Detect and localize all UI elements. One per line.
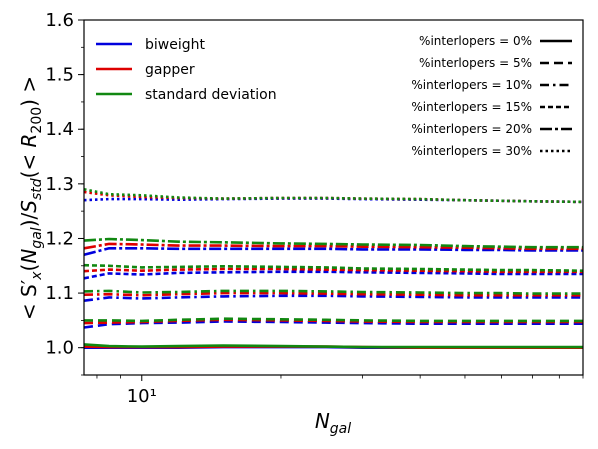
series-line-10pct-standard-deviation	[83, 289, 583, 295]
legend-estimators: biweight gapper standard deviation	[96, 37, 277, 103]
series-line-20pct-gapper	[83, 242, 583, 251]
legend-label-standard-deviation: standard deviation	[145, 87, 277, 103]
legend-interlopers: %interlopers = 0% %interlopers = 5% %inter…	[411, 34, 572, 158]
series-line-10pct-gapper	[83, 291, 583, 297]
y-tick-label: 1.1	[45, 283, 74, 304]
y-tick-label: 1.0	[45, 338, 74, 359]
plot-frame	[83, 19, 584, 376]
series-line-15pct-gapper	[83, 267, 583, 274]
legend-level-label: %interlopers = 0%	[419, 34, 532, 48]
y-axis-label: < S′x(Ngal)/Sstd(< R200) >	[17, 76, 45, 320]
x-axis-label: Ngal	[315, 409, 351, 437]
legend-level-label: %interlopers = 15%	[411, 100, 532, 114]
y-ticks: 1.0 1.1 1.2 1.3 1.4 1.5 1.6	[45, 10, 84, 376]
y-tick-label: 1.3	[45, 174, 74, 195]
series-line-15pct-biweight	[83, 270, 583, 280]
legend-level-label: %interlopers = 30%	[411, 144, 532, 158]
series-line-20pct-standard-deviation	[83, 237, 583, 249]
legend-label-biweight: biweight	[145, 37, 205, 53]
x-tick-label: 10¹	[127, 386, 157, 407]
series-line-10pct-biweight	[83, 294, 583, 302]
legend-level-label: %interlopers = 10%	[411, 78, 532, 92]
series-line-30pct-standard-deviation	[83, 188, 584, 204]
series-line-0pct-standard-deviation	[83, 343, 583, 349]
y-tick-label: 1.2	[45, 228, 74, 249]
y-tick-label: 1.5	[45, 65, 74, 86]
series-line-5pct-standard-deviation	[84, 317, 583, 323]
legend-level-label: %interlopers = 5%	[419, 56, 532, 70]
y-tick-label: 1.4	[45, 119, 74, 140]
legend-label-gapper: gapper	[145, 62, 195, 78]
series-line-15pct-standard-deviation	[83, 263, 584, 272]
y-tick-label: 1.6	[45, 10, 74, 31]
series-layer	[83, 188, 584, 350]
legend-level-label: %interlopers = 20%	[411, 122, 532, 136]
x-ticks: 10¹	[96, 375, 584, 407]
series-line-20pct-biweight	[83, 247, 583, 257]
